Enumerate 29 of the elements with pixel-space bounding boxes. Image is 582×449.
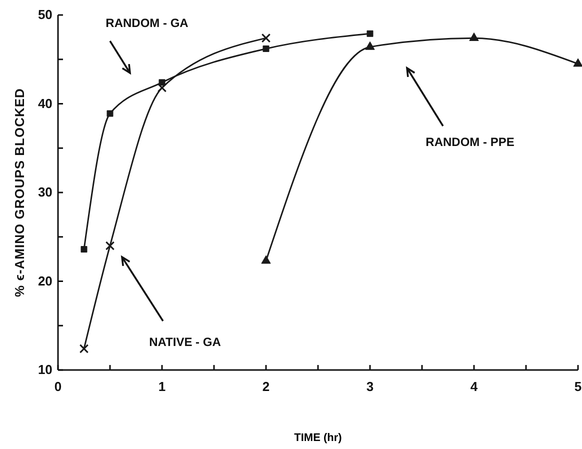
point: [573, 58, 582, 67]
y-axis-title: % ϵ-AMINO GROUPS BLOCKED: [12, 88, 27, 297]
y-tick-label: 20: [38, 273, 52, 288]
annotation: RANDOM - PPE: [426, 135, 514, 150]
y-tick-label: 50: [38, 7, 52, 22]
point: [469, 32, 479, 41]
point: [80, 246, 88, 253]
point: [157, 83, 167, 92]
point: [262, 45, 270, 52]
x-axis-title: TIME (hr): [294, 432, 342, 444]
point: [158, 79, 166, 86]
point: [261, 33, 271, 43]
point: [365, 41, 375, 50]
x-tick-label: 5: [574, 379, 582, 394]
annotation: NATIVE - GA: [149, 335, 222, 350]
x-tick-label: 0: [54, 379, 62, 394]
y-tick-label: 30: [38, 184, 52, 200]
x-tick-label: 3: [366, 379, 374, 394]
point: [105, 241, 115, 250]
point: [106, 110, 114, 117]
x-tick-label: 2: [262, 379, 270, 394]
x-tick-label: 1: [158, 379, 166, 394]
point: [79, 344, 89, 354]
annotation: RANDOM - GA: [106, 16, 189, 30]
y-tick-label: 10: [38, 362, 52, 378]
point: [261, 255, 271, 264]
y-tick-label: 40: [38, 96, 52, 111]
point: [366, 30, 374, 37]
x-tick-label: 4: [470, 379, 478, 394]
